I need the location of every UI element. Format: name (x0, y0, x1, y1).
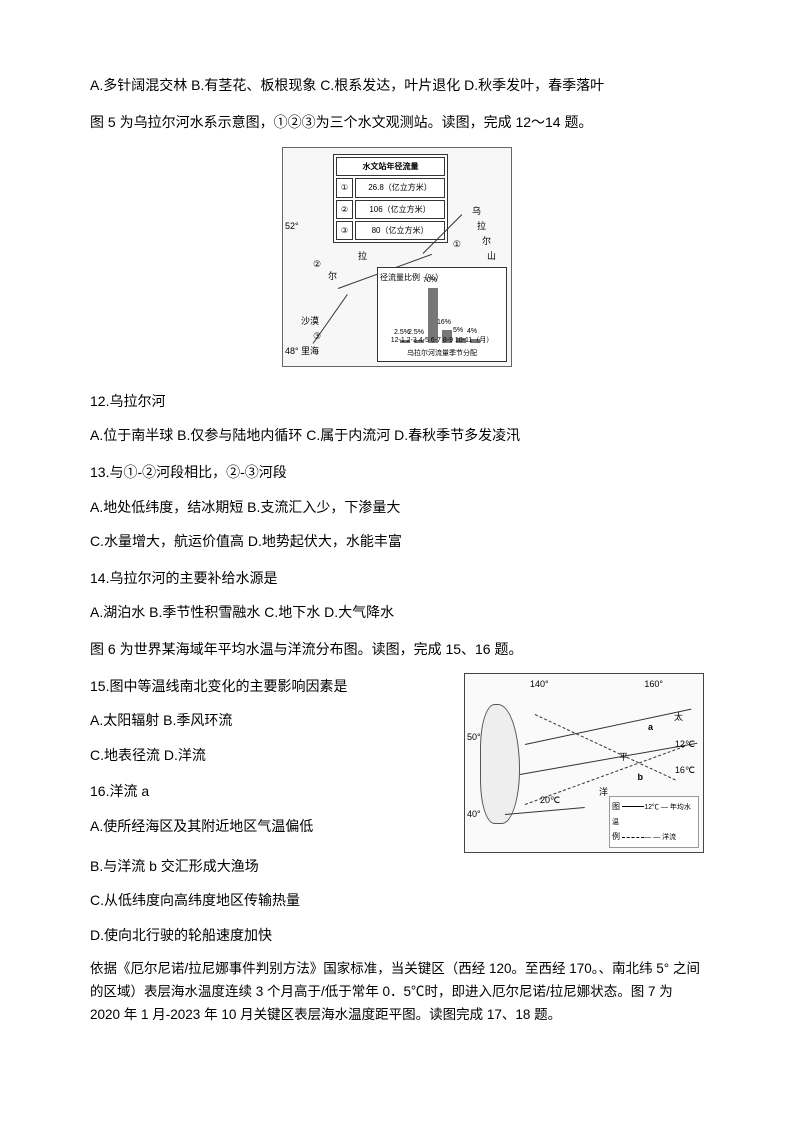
q13: 13.与①-②河段相比，②-③河段 (90, 459, 704, 486)
q16-option-a: A.使所经海区及其附近地区气温偏低 (90, 813, 452, 840)
q15-options-cd: C.地表径流 D.洋流 (90, 742, 452, 769)
q16-option-b: B.与洋流 b 交汇形成大渔场 (90, 853, 704, 880)
q13-options-cd: C.水量增大，航运价值高 D.地势起伏大，水能丰富 (90, 528, 704, 555)
figure5: 水文站年径流量 ①26.8（亿立方米） ②106（亿立方米） ③80（亿立方米）… (90, 147, 704, 376)
q15-options-ab: A.太阳辐射 B.季风环流 (90, 707, 452, 734)
q14-options: A.湖泊水 B.季节性积雪融水 C.地下水 D.大气降水 (90, 599, 704, 626)
q13-options-ab: A.地处低纬度，结冰期短 B.支流汇入少，下渗量大 (90, 494, 704, 521)
q15: 15.图中等温线南北变化的主要影响因素是 (90, 673, 452, 700)
q16: 16.洋流 a (90, 778, 452, 805)
q16-option-c: C.从低纬度向高纬度地区传输热量 (90, 887, 704, 914)
q12: 12.乌拉尔河 (90, 388, 704, 415)
figure6: 140° 160° 50° 40° a b 12℃ 16℃ 20℃ 太 平 洋 … (464, 673, 704, 853)
figure7-intro: 依据《厄尔尼诺/拉尼娜事件判别方法》国家标准，当关键区（西经 120。至西经 1… (90, 958, 704, 1027)
figure5-intro: 图 5 为乌拉尔河水系示意图，①②③为三个水文观测站。读图，完成 12～14 题… (90, 109, 704, 136)
figure6-intro: 图 6 为世界某海域年平均水温与洋流分布图。读图，完成 15、16 题。 (90, 636, 704, 663)
seasonal-bar-chart: 径流量比例（%） 2.5% 2.5% 70% 16% 5% 4% 12-1 2-… (377, 267, 507, 362)
q16-option-d: D.使向北行驶的轮船速度加快 (90, 922, 704, 949)
map1-legend-table: 水文站年径流量 ①26.8（亿立方米） ②106（亿立方米） ③80（亿立方米） (333, 154, 448, 243)
question-options-top: A.多针阔混交林 B.有茎花、板根现象 C.根系发达，叶片退化 D.秋季发叶，春… (90, 72, 704, 99)
q12-options: A.位于南半球 B.仅参与陆地内循环 C.属于内流河 D.春秋季节多发凌汛 (90, 422, 704, 449)
q14: 14.乌拉尔河的主要补给水源是 (90, 565, 704, 592)
